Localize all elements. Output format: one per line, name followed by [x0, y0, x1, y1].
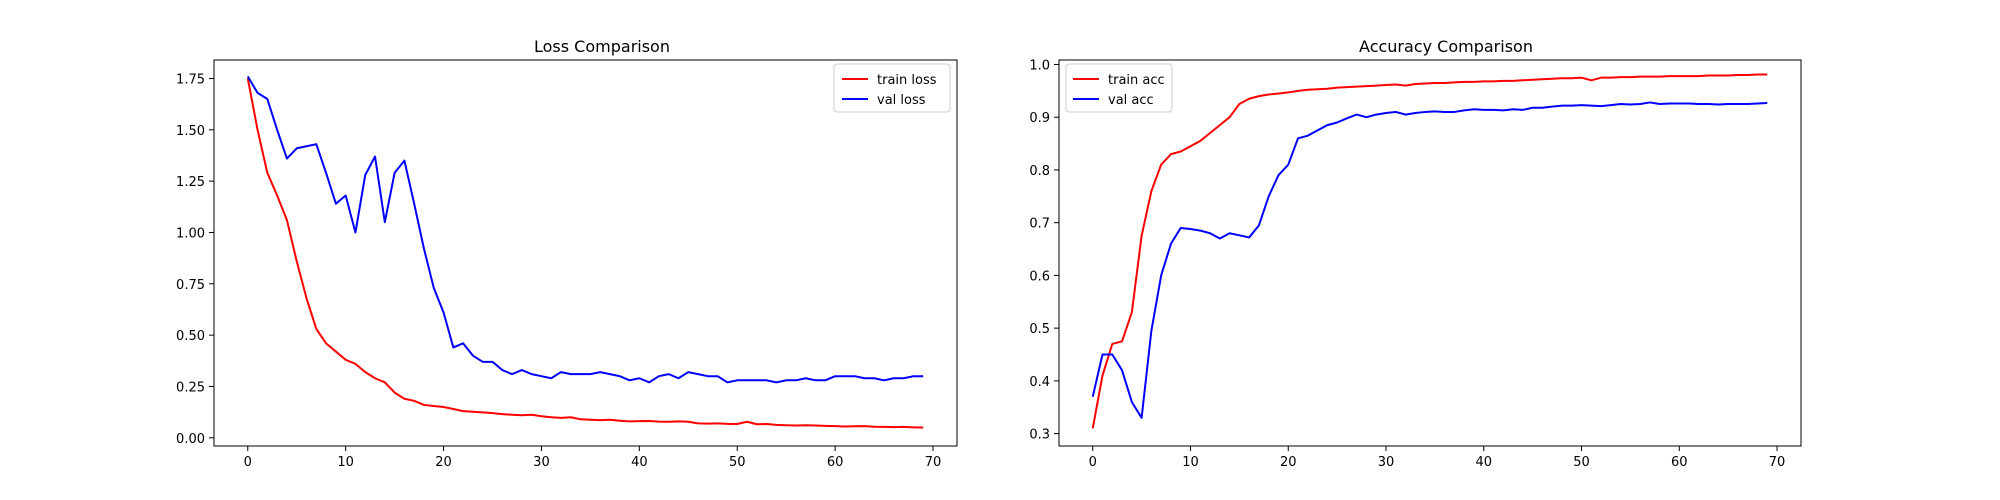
loss-x-tick-label: 60 — [827, 455, 844, 470]
accuracy-x-tick-label: 70 — [1769, 455, 1786, 470]
accuracy-y-tick-label: 0.3 — [1029, 428, 1050, 443]
loss-x-tick-label: 50 — [729, 455, 746, 470]
legend-label-val-loss: val loss — [877, 93, 926, 108]
accuracy-x-tick-label: 30 — [1378, 455, 1395, 470]
accuracy-y-tick-label: 1.0 — [1029, 58, 1050, 73]
accuracy-x-tick-label: 10 — [1182, 455, 1199, 470]
accuracy-y-tick-label: 0.7 — [1029, 217, 1050, 232]
loss-y-tick-label: 1.00 — [176, 226, 205, 241]
loss-y-tick-label: 1.25 — [176, 175, 205, 190]
accuracy-y-tick-label: 0.9 — [1029, 111, 1050, 126]
loss-y-tick-label: 0.75 — [176, 278, 205, 293]
legend-label-train-acc: train acc — [1108, 73, 1165, 88]
legend-label-val-acc: val acc — [1108, 93, 1154, 108]
accuracy-x-tick-label: 0 — [1089, 455, 1097, 470]
accuracy-axes-frame — [1058, 59, 1802, 447]
accuracy-x-tick-label: 40 — [1475, 455, 1492, 470]
accuracy-y-tick-label: 0.5 — [1029, 322, 1050, 337]
accuracy-legend: train acc val acc — [1065, 63, 1173, 113]
loss-chart-title: Loss Comparison — [534, 37, 670, 56]
accuracy-chart-title: Accuracy Comparison — [1359, 37, 1533, 56]
loss-x-tick-label: 40 — [631, 455, 648, 470]
loss-x-tick-label: 70 — [925, 455, 942, 470]
accuracy-series-val-acc-line — [1091, 101, 1768, 419]
loss-x-tick-label: 0 — [244, 455, 252, 470]
loss-x-tick-label: 10 — [337, 455, 354, 470]
loss-series-val-loss-line — [246, 75, 924, 384]
accuracy-x-tick-label: 20 — [1280, 455, 1297, 470]
loss-legend: train loss val loss — [833, 63, 951, 113]
accuracy-plot-area: 0 10 20 30 40 50 60 70 0.3 0.4 0.5 0.6 0.7 0.8 0.9 1.0 — [1029, 58, 1785, 470]
accuracy-y-tick-label: 0.4 — [1029, 375, 1050, 390]
loss-y-tick-label: 1.50 — [176, 124, 205, 139]
loss-plot-area: 0 10 20 30 40 50 60 70 0.00 0.25 0.50 0.75 1.00 1.25 1… — [176, 72, 941, 470]
accuracy-y-tick-label: 0.8 — [1029, 164, 1050, 179]
loss-y-tick-label: 0.00 — [176, 432, 205, 447]
loss-y-tick-label: 1.75 — [176, 72, 205, 87]
loss-x-tick-label: 20 — [435, 455, 452, 470]
loss-y-tick-label: 0.50 — [176, 329, 205, 344]
accuracy-x-tick-label: 60 — [1671, 455, 1688, 470]
loss-chart: Loss Comparison 0 10 20 30 40 50 60 700.000.250… — [176, 37, 958, 470]
accuracy-series-train-acc-line — [1091, 73, 1768, 429]
accuracy-x-tick-label: 50 — [1573, 455, 1590, 470]
legend-label-train-loss: train loss — [877, 73, 937, 88]
loss-x-tick-label: 30 — [533, 455, 550, 470]
loss-y-tick-label: 0.25 — [176, 380, 205, 395]
loss-axes-frame — [213, 59, 958, 447]
accuracy-y-tick-label: 0.6 — [1029, 269, 1050, 284]
loss-series-train-loss-line — [246, 78, 924, 429]
accuracy-chart: Accuracy Comparison 0 10 20 30 40 50 60 70 0.3 0.… — [1029, 37, 1802, 470]
